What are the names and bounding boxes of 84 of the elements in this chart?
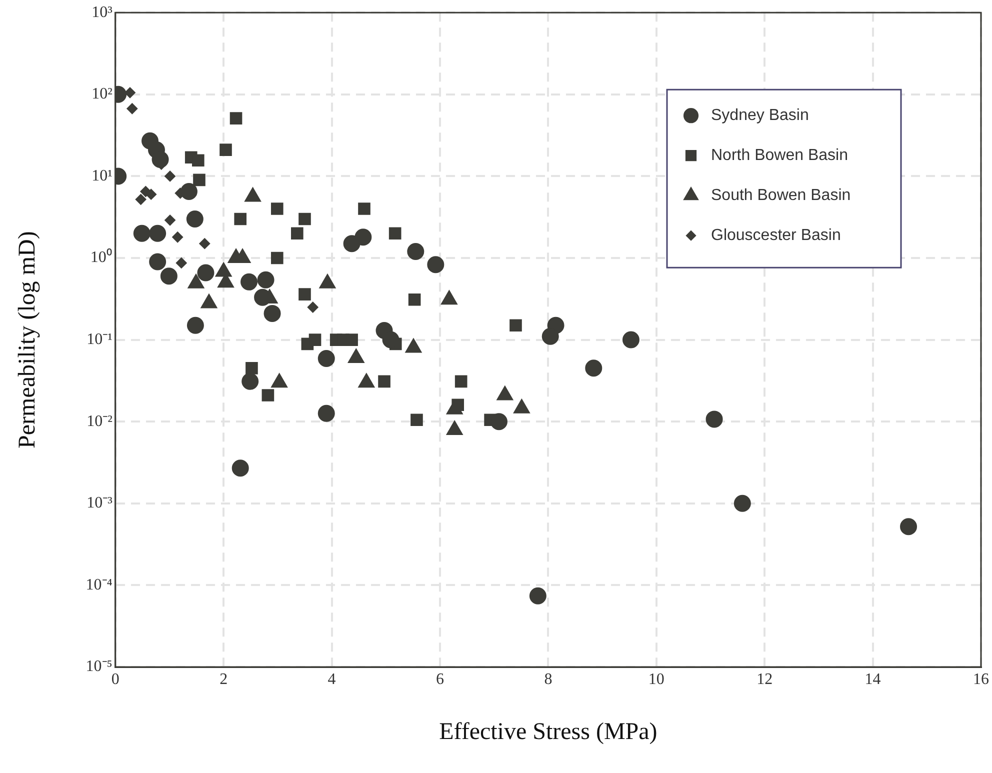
point [126,103,138,114]
point [220,144,232,156]
point [358,202,370,215]
legend-label: Glouscester Basin [711,227,841,244]
legend-label: South Bowen Basin [711,187,851,204]
x-tick-label: 10 [648,670,664,688]
point [622,331,640,348]
legend-label: Sydney Basin [711,107,809,124]
point [240,273,258,290]
point [291,227,304,240]
point [199,238,210,250]
point [307,302,318,313]
y-tick-label: 10¹ [92,167,113,184]
point [124,87,136,98]
x-tick-label: 16 [973,670,989,688]
x-axis-title: Effective Stress (MPa) [439,718,658,745]
point [176,257,187,268]
point [180,183,198,200]
point [133,224,150,242]
x-tick-label: 12 [756,670,773,688]
point [900,518,918,536]
point [298,212,311,226]
point [246,362,258,374]
point [346,334,358,346]
point [164,214,176,226]
y-tick-label: 10³ [92,4,113,21]
point [146,188,157,200]
point [490,413,508,430]
x-tick-label: 0 [111,670,120,688]
point [298,288,311,300]
point [149,224,166,242]
point [264,304,281,322]
point [542,328,559,345]
point [410,414,423,426]
point [382,331,400,348]
y-tick-label: 10⁻⁵ [86,658,112,676]
point [172,232,184,243]
point [734,494,751,512]
point [354,228,372,246]
point [318,350,335,368]
point [585,360,602,377]
point [192,154,204,167]
y-tick-label: 10⁻¹ [86,331,113,348]
x-tick-label: 4 [328,670,336,688]
point [149,253,166,270]
point [408,293,421,306]
legend-label: North Bowen Basin [711,147,848,164]
y-tick-label: 10⁻² [86,412,113,430]
point [152,151,169,168]
y-tick-label: 10² [92,86,113,103]
point [706,410,723,428]
point [160,268,178,285]
y-axis-title: Permeability (log mD) [14,231,41,448]
point [193,174,206,186]
point [427,256,444,274]
point [378,375,390,388]
x-tick-label: 8 [544,670,552,688]
point [135,194,146,205]
point [242,372,259,390]
point [452,398,464,412]
point [262,389,274,402]
point [454,375,468,388]
x-tick-label: 2 [220,670,228,688]
point [232,460,249,477]
y-tick-label: 10⁰ [90,248,112,266]
point [510,319,522,332]
point [230,112,242,124]
x-tick-label: 6 [436,670,444,688]
y-tick-label: 10⁻⁴ [86,576,113,594]
point [308,334,322,346]
point [407,243,424,260]
point [234,212,247,226]
point [529,587,546,604]
point [257,271,274,288]
point [318,404,335,422]
point [270,202,284,215]
x-tick-label: 14 [864,670,881,688]
y-tick-label: 10⁻³ [86,494,113,512]
point [164,170,176,182]
point [186,316,204,334]
point [388,227,402,240]
point [197,264,214,282]
point [186,210,204,228]
point [270,252,284,264]
